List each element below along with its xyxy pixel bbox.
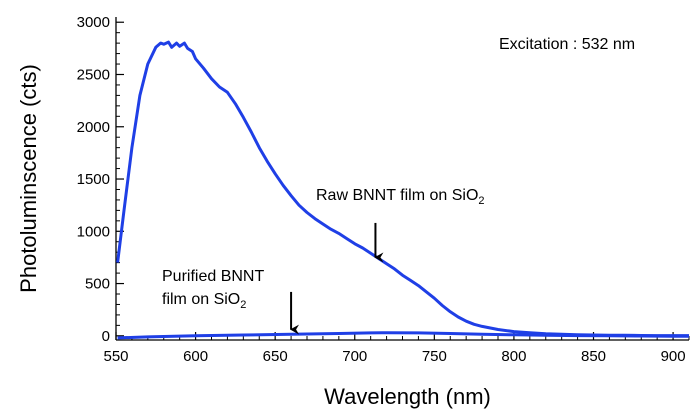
x-axis-title: Wavelength (nm) bbox=[324, 384, 491, 409]
y-tick-label: 0 bbox=[102, 328, 110, 345]
x-tick-label: 850 bbox=[581, 348, 606, 365]
raw-film-label: Raw BNNT film on SiO2 bbox=[316, 187, 485, 207]
y-tick-label: 1500 bbox=[77, 171, 110, 188]
y-tick-label: 500 bbox=[85, 276, 110, 293]
excitation-label: Excitation : 532 nm bbox=[499, 36, 635, 53]
x-tick-label: 650 bbox=[263, 348, 288, 365]
y-tick-label: 1000 bbox=[77, 223, 110, 240]
x-tick-label: 750 bbox=[422, 348, 447, 365]
series-line-1 bbox=[116, 40, 689, 338]
x-tick-label: 900 bbox=[661, 348, 686, 365]
y-tick-label: 3000 bbox=[77, 14, 110, 31]
series-line-2 bbox=[117, 331, 689, 340]
x-tick-label: 600 bbox=[183, 348, 208, 365]
purified-film-subscript: 2 bbox=[240, 299, 246, 311]
x-tick-label: 800 bbox=[501, 348, 526, 365]
raw-film-subscript: 2 bbox=[478, 195, 484, 207]
y-tick-label: 2500 bbox=[77, 66, 110, 83]
y-tick-label: 2000 bbox=[77, 119, 110, 136]
y-axis-title: Photoluminscence (cts) bbox=[16, 64, 41, 293]
x-tick-label: 550 bbox=[103, 348, 128, 365]
purified-film-label-text: film on SiO bbox=[162, 291, 240, 308]
x-tick-label: 700 bbox=[342, 348, 367, 365]
purified-film-label-line2: film on SiO2 bbox=[162, 291, 246, 311]
raw-film-label-text: Raw BNNT film on SiO bbox=[316, 187, 478, 204]
purified-film-label-line1: Purified BNNT bbox=[162, 268, 264, 285]
